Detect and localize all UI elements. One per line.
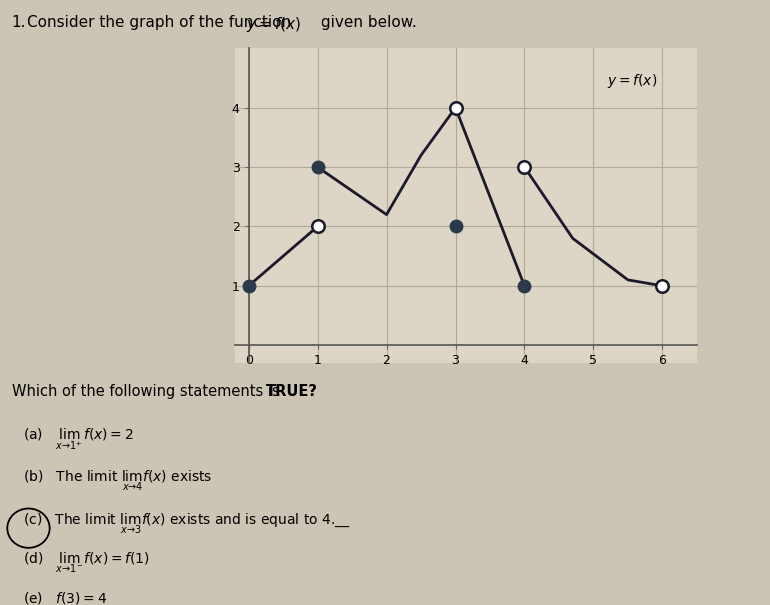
Text: (a)   $\lim_{x\to 1^+} f(x) = 2$: (a) $\lim_{x\to 1^+} f(x) = 2$	[23, 427, 134, 453]
Text: (e)   $f(3) = 4$: (e) $f(3) = 4$	[23, 590, 107, 605]
Text: (b)   The limit $\lim_{x\to 4} f(x)$ exists: (b) The limit $\lim_{x\to 4} f(x)$ exist…	[23, 469, 213, 494]
Text: Which of the following statements is: Which of the following statements is	[12, 384, 284, 399]
Text: $y = f(x)$: $y = f(x)$	[608, 72, 658, 90]
Text: (d)   $\lim_{x\to 1^-} f(x) = f(1)$: (d) $\lim_{x\to 1^-} f(x) = f(1)$	[23, 551, 150, 575]
Text: Consider the graph of the function: Consider the graph of the function	[27, 15, 296, 30]
Text: (c)   The limit $\lim_{x\to 3} f(x)$ exists and is equal to 4.__: (c) The limit $\lim_{x\to 3} f(x)$ exist…	[23, 511, 351, 536]
Text: TRUE?: TRUE?	[266, 384, 318, 399]
Text: $y = f(x)$: $y = f(x)$	[246, 15, 301, 34]
Text: 1.: 1.	[12, 15, 26, 30]
Text: given below.: given below.	[316, 15, 417, 30]
